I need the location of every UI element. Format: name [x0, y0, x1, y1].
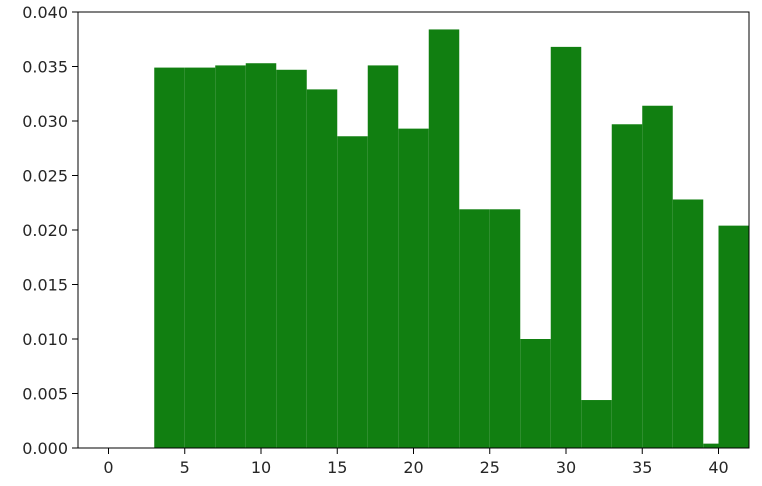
y-tick-label-3: 0.015: [22, 276, 68, 295]
bar-4: [276, 69, 307, 449]
y-axis: 0.000 0.005 0.010 0.015 0.020 0.025 0.030 0.035…: [22, 3, 78, 458]
y-tick-label-7: 0.035: [22, 58, 68, 77]
x-tick-label-4: 20: [403, 458, 423, 477]
y-tick-label-1: 0.005: [22, 385, 68, 404]
bar-14: [581, 400, 612, 448]
bar-3: [245, 63, 277, 448]
bar-11: [489, 209, 521, 448]
x-tick-label-1: 5: [180, 458, 190, 477]
y-tick-label-2: 0.010: [22, 330, 68, 349]
y-tick-label-8: 0.040: [22, 3, 68, 22]
x-tick-label-3: 15: [327, 458, 347, 477]
bar-9: [428, 29, 460, 448]
bar-15: [611, 124, 643, 449]
bar-16: [642, 105, 673, 449]
bar-8: [398, 128, 429, 448]
bar-17: [672, 199, 704, 448]
x-tick-label-8: 40: [708, 458, 728, 477]
bar-10: [459, 209, 490, 448]
y-tick-label-5: 0.025: [22, 167, 68, 186]
x-tick-label-0: 0: [103, 458, 113, 477]
y-tick-label-0: 0.000: [22, 439, 68, 458]
x-tick-label-7: 35: [632, 458, 652, 477]
bar-7: [367, 65, 399, 448]
bar-12: [520, 339, 551, 448]
x-tick-label-2: 10: [251, 458, 271, 477]
y-tick-label-4: 0.020: [22, 221, 68, 240]
bars-group: [154, 29, 749, 449]
y-tick-label-6: 0.030: [22, 112, 68, 131]
x-axis: 0 5 10 15 20 25 30 35 40: [103, 448, 729, 477]
bar-0: [154, 67, 185, 448]
bar-6: [337, 136, 368, 448]
bar-13: [550, 46, 582, 448]
x-tick-label-5: 25: [480, 458, 500, 477]
bar-1: [184, 67, 216, 448]
bar-2: [215, 65, 246, 448]
x-tick-label-6: 30: [556, 458, 576, 477]
bar-5: [306, 89, 338, 448]
bar-19: [718, 225, 749, 448]
